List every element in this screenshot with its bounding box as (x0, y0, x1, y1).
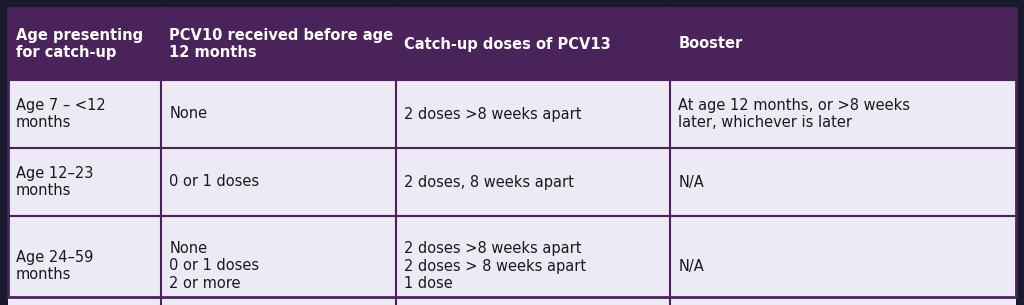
Bar (396, 8, 671, 80)
Text: 0 or 1 doses: 0 or 1 doses (169, 174, 259, 189)
Text: N/A: N/A (678, 174, 705, 189)
Bar (671, 80, 1016, 148)
Bar (671, 8, 1016, 80)
Text: At age 12 months, or >8 weeks
later, whichever is later: At age 12 months, or >8 weeks later, whi… (678, 98, 910, 130)
Bar (161, 8, 396, 80)
Bar (671, 216, 1016, 305)
Bar (8, 8, 161, 80)
Bar (161, 80, 396, 148)
Text: 2 doses, 8 weeks apart: 2 doses, 8 weeks apart (404, 174, 574, 189)
Bar (396, 148, 671, 216)
Text: Age 12–23
months: Age 12–23 months (16, 166, 93, 198)
Text: Catch-up doses of PCV13: Catch-up doses of PCV13 (404, 37, 611, 52)
Text: None
0 or 1 doses
2 or more: None 0 or 1 doses 2 or more (169, 241, 259, 291)
Text: None: None (169, 106, 207, 121)
Text: Age presenting
for catch-up: Age presenting for catch-up (16, 28, 143, 60)
Text: 2 doses >8 weeks apart: 2 doses >8 weeks apart (404, 106, 582, 121)
Bar (396, 216, 671, 305)
Bar (8, 216, 161, 305)
Text: Age 7 – <12
months: Age 7 – <12 months (16, 98, 105, 130)
Bar (8, 80, 161, 148)
Text: Booster: Booster (678, 37, 742, 52)
Bar (396, 80, 671, 148)
Bar (8, 148, 161, 216)
Text: PCV10 received before age
12 months: PCV10 received before age 12 months (169, 28, 393, 60)
Text: N/A: N/A (678, 259, 705, 274)
Bar (671, 148, 1016, 216)
Bar (161, 148, 396, 216)
Text: 2 doses >8 weeks apart
2 doses > 8 weeks apart
1 dose: 2 doses >8 weeks apart 2 doses > 8 weeks… (404, 241, 586, 291)
Text: Age 24–59
months: Age 24–59 months (16, 250, 93, 282)
Bar (161, 216, 396, 305)
